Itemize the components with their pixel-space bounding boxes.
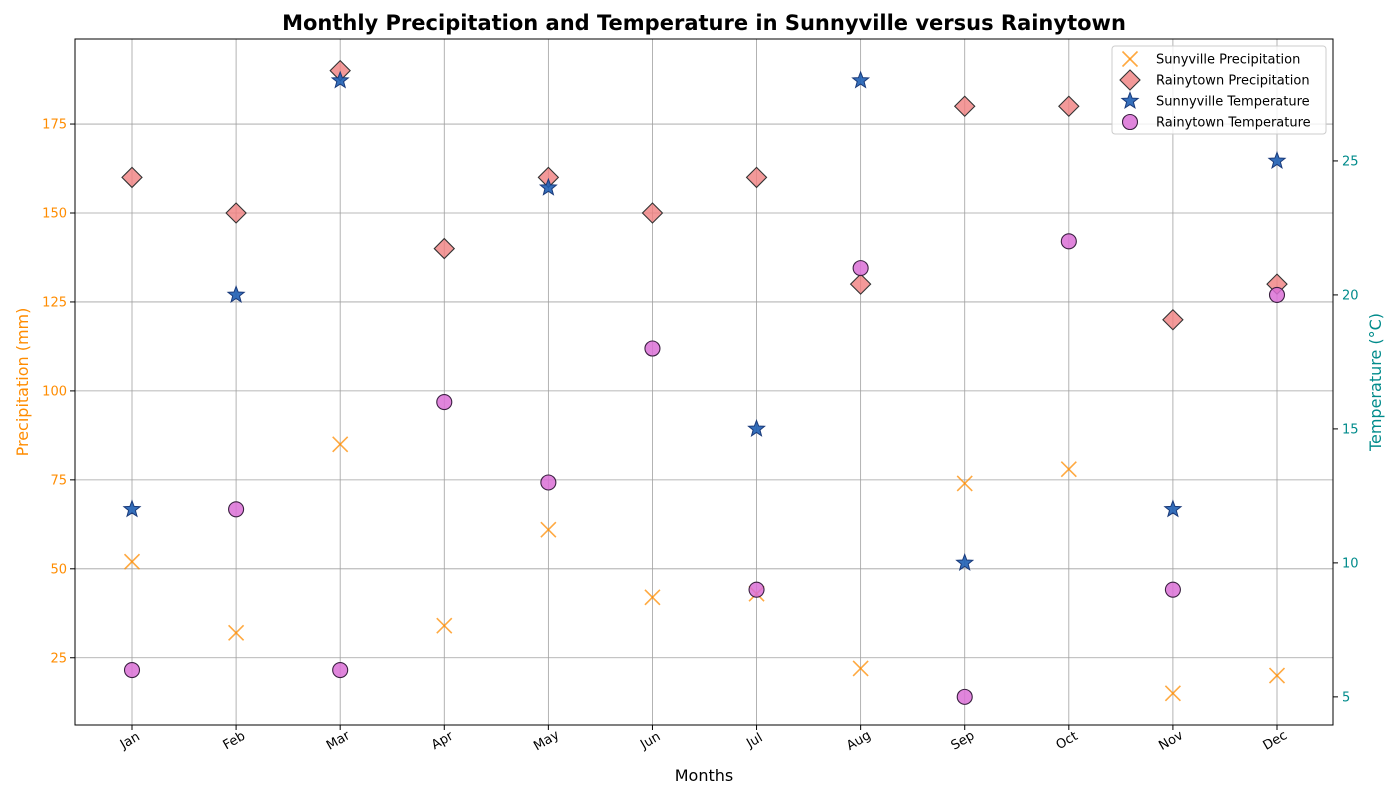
legend-entry: Sunyville Precipitation [1121,50,1300,68]
legend-marker [1121,50,1139,68]
y-axis-right: 5 10 15 20 25 [1333,154,1359,705]
rainy-precip-point [745,166,768,189]
series-circle [123,233,1286,705]
y-right-tick-label: 15 [1342,422,1359,437]
sunny-temp-point [226,284,246,303]
sunny-precip-point [956,475,973,492]
sunny-temp-point [955,552,975,571]
rainy-temp-point [1060,233,1077,250]
rainy-temp-point [123,662,141,679]
legend-marker [1121,113,1139,131]
rainy-precip-point [225,202,247,224]
x-tick-label: Oct [1054,729,1081,753]
sunny-precip-point [540,521,557,538]
rainy-precip-point [121,166,143,189]
y-left-tick-label: 75 [50,473,67,488]
rainy-temp-point [436,394,453,411]
x-tick-label: Jul [743,731,765,752]
x-tick-label: Dec [1261,728,1290,754]
y-left-tick-label: 25 [50,651,67,666]
sunny-precip-point [228,624,245,641]
legend-entry: Rainytown Temperature [1121,113,1311,131]
rainy-precip-point [953,95,976,118]
sunny-precip-point [644,589,661,606]
rainy-temp-point [1268,286,1286,303]
rainy-temp-point [644,340,661,357]
chart-title: Monthly Precipitation and Temperature in… [282,11,1126,35]
sunny-temp-point [747,419,766,437]
y-left-tick-label: 150 [42,206,67,221]
series-star [122,70,1287,571]
y-right-tick-label: 5 [1342,690,1350,705]
y-left-tick-label: 175 [42,118,67,133]
rainy-temp-point [748,581,765,598]
x-tick-label: Apr [429,729,457,754]
legend-marker [1120,91,1140,110]
plot-frame [74,38,1334,726]
y-axis-left: 25 50 75 100 125 150 175 [42,118,75,666]
sunny-precip-point [1268,667,1286,684]
legend-box [1111,45,1327,135]
y-right-tick-label: 10 [1342,556,1359,571]
x-tick-label: Sep [949,728,978,753]
data-points [121,59,1288,705]
rainy-temp-point [956,688,973,705]
x-tick-label: Jun [637,729,663,753]
legend-marker [1119,69,1141,91]
y-axis-left-label: Precipitation (mm) [13,308,32,457]
x-tick-label: May [531,728,562,755]
sunny-temp-point [851,70,871,89]
x-tick-label: Feb [221,729,248,754]
rainy-precip-point [641,202,664,224]
x-tick-label: Jan [117,729,143,753]
rainy-precip-point [1162,308,1184,331]
sunny-temp-point [538,177,558,196]
sunny-precip-point [1164,685,1181,702]
y-axis-right-label: Temperature (°C) [1366,313,1385,452]
y-right-tick-label: 20 [1342,288,1359,303]
x-tick-label: Aug [844,728,873,754]
sunny-temp-point [1267,150,1287,169]
series-x [123,436,1286,702]
x-axis-label: Months [675,766,733,785]
legend: Sunyville Precipitation Rainytown Precipi… [1111,45,1327,135]
sunny-precip-point [1060,461,1077,478]
sunny-precip-point [436,617,453,634]
x-axis: Jan Feb Mar Apr May Jun Jul Aug Sep Oct Nov Dec [117,725,1290,754]
legend-label: Sunnyville Temperature [1156,95,1310,110]
x-tick-label: Nov [1156,728,1186,754]
y-left-tick-label: 100 [42,384,67,399]
sunny-precip-point [123,553,141,570]
y-left-tick-label: 125 [42,295,67,310]
rainy-precip-point [433,237,456,260]
legend-entry: Sunnyville Temperature [1120,91,1310,110]
legend-label: Sunyville Precipitation [1156,53,1300,68]
legend-entry: Rainytown Precipitation [1119,69,1310,91]
y-right-tick-label: 25 [1342,154,1359,169]
legend-label: Rainytown Temperature [1156,116,1311,131]
rainy-temp-point [540,474,557,491]
rainy-temp-point [332,662,349,679]
sunny-precip-point [852,660,869,677]
rainy-precip-point [1058,95,1080,118]
sunny-temp-point [330,70,350,89]
sunny-temp-point [122,499,142,518]
sunny-temp-point [1163,499,1183,518]
plot-border [74,38,1334,726]
sunny-precip-point [332,436,349,453]
legend-label: Rainytown Precipitation [1156,74,1310,89]
grid [75,39,1333,725]
rainy-temp-point [852,260,869,277]
rainy-temp-point [1164,581,1181,598]
x-tick-label: Mar [324,728,353,754]
rainy-temp-point [228,501,245,518]
rainy-precip-point [849,273,872,295]
y-left-tick-label: 50 [50,562,67,577]
